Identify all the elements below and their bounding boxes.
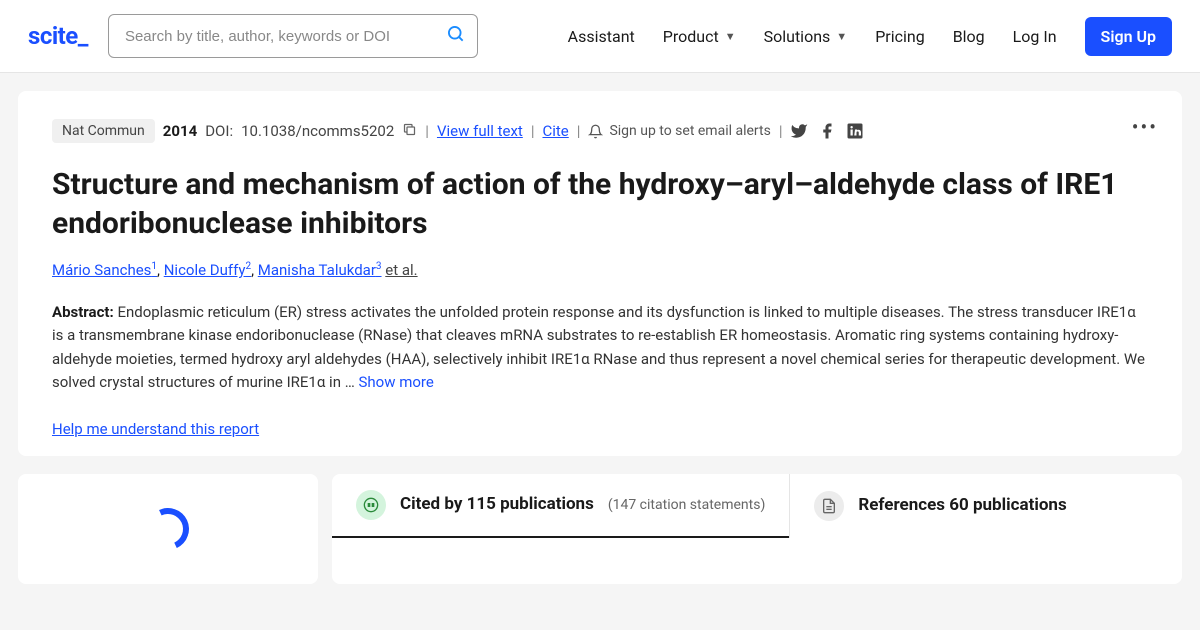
- header: scite_ Assistant Product ▼ Solutions ▼ Pri…: [0, 0, 1200, 73]
- view-full-text-link[interactable]: View full text: [437, 122, 523, 140]
- separator: |: [577, 122, 581, 140]
- paper-title: Structure and mechanism of action of the…: [52, 165, 1148, 243]
- year: 2014: [163, 122, 197, 140]
- doi-value: 10.1038/ncomms5202: [241, 122, 394, 140]
- loading-card: [18, 474, 318, 584]
- twitter-icon[interactable]: [790, 122, 808, 140]
- copy-icon[interactable]: [402, 122, 417, 141]
- more-menu-icon[interactable]: •••: [1132, 115, 1158, 139]
- nav-solutions[interactable]: Solutions ▼: [764, 27, 848, 46]
- alerts-label: Sign up to set email alerts: [609, 123, 770, 139]
- search-icon[interactable]: [446, 24, 466, 48]
- show-more-link[interactable]: Show more: [358, 373, 433, 391]
- search-input[interactable]: [108, 14, 478, 58]
- author-name: Manisha Talukdar: [258, 261, 376, 279]
- help-understand-link[interactable]: Help me understand this report: [52, 420, 259, 438]
- nav-solutions-label: Solutions: [764, 27, 831, 46]
- author-link[interactable]: Manisha Talukdar3: [258, 261, 382, 279]
- nav-product[interactable]: Product ▼: [663, 27, 736, 46]
- logo[interactable]: scite_: [28, 22, 88, 50]
- search-container: [108, 14, 478, 58]
- separator: |: [425, 122, 429, 140]
- tab-references-label: References 60 publications: [858, 495, 1066, 516]
- spinner-icon: [141, 502, 195, 556]
- signup-button[interactable]: Sign Up: [1085, 17, 1172, 56]
- tabs-row: Cited by 115 publications (147 citation …: [332, 474, 1182, 538]
- quote-icon: [356, 490, 386, 520]
- facebook-icon[interactable]: [818, 122, 836, 140]
- alerts-prompt[interactable]: Sign up to set email alerts: [588, 123, 770, 139]
- separator: |: [531, 122, 535, 140]
- tab-cited-by[interactable]: Cited by 115 publications (147 citation …: [332, 474, 789, 538]
- tabs-card: Cited by 115 publications (147 citation …: [332, 474, 1182, 584]
- separator: |: [779, 122, 783, 140]
- journal-badge[interactable]: Nat Commun: [52, 119, 155, 143]
- meta-row: Nat Commun 2014 DOI: 10.1038/ncomms5202 …: [52, 119, 1148, 143]
- doi-label: DOI:: [205, 122, 233, 140]
- author-name: Nicole Duffy: [164, 261, 246, 279]
- authors-row: Mário Sanches1, Nicole Duffy2, Manisha T…: [52, 261, 1148, 279]
- abstract-text: Endoplasmic reticulum (ER) stress activa…: [52, 303, 1145, 391]
- nav-blog[interactable]: Blog: [953, 27, 985, 46]
- document-icon: [814, 491, 844, 521]
- author-sup: 3: [376, 261, 382, 272]
- nav-pricing[interactable]: Pricing: [875, 27, 925, 46]
- bottom-section: Cited by 115 publications (147 citation …: [18, 474, 1182, 584]
- author-sup: 1: [151, 261, 157, 272]
- tab-cited-sub: (147 citation statements): [608, 497, 766, 513]
- author-name: Mário Sanches: [52, 261, 151, 279]
- etal-link[interactable]: et al.: [385, 261, 417, 279]
- chevron-down-icon: ▼: [725, 30, 736, 43]
- bell-icon: [588, 124, 603, 139]
- linkedin-icon[interactable]: [846, 122, 864, 140]
- nav-product-label: Product: [663, 27, 719, 46]
- paper-card: ••• Nat Commun 2014 DOI: 10.1038/ncomms5…: [18, 91, 1182, 456]
- tab-references[interactable]: References 60 publications: [790, 474, 1090, 538]
- nav-assistant[interactable]: Assistant: [568, 27, 635, 46]
- tab-cited-label: Cited by 115 publications: [400, 494, 594, 515]
- author-sup: 2: [245, 261, 251, 272]
- cite-link[interactable]: Cite: [542, 122, 568, 140]
- author-link[interactable]: Nicole Duffy2: [164, 261, 251, 279]
- author-link[interactable]: Mário Sanches1: [52, 261, 157, 279]
- chevron-down-icon: ▼: [836, 30, 847, 43]
- social-icons: [790, 122, 864, 140]
- nav: Assistant Product ▼ Solutions ▼ Pricing Bl…: [568, 17, 1172, 56]
- nav-login[interactable]: Log In: [1013, 27, 1057, 46]
- abstract: Abstract: Endoplasmic reticulum (ER) str…: [52, 301, 1148, 394]
- abstract-label: Abstract:: [52, 303, 114, 321]
